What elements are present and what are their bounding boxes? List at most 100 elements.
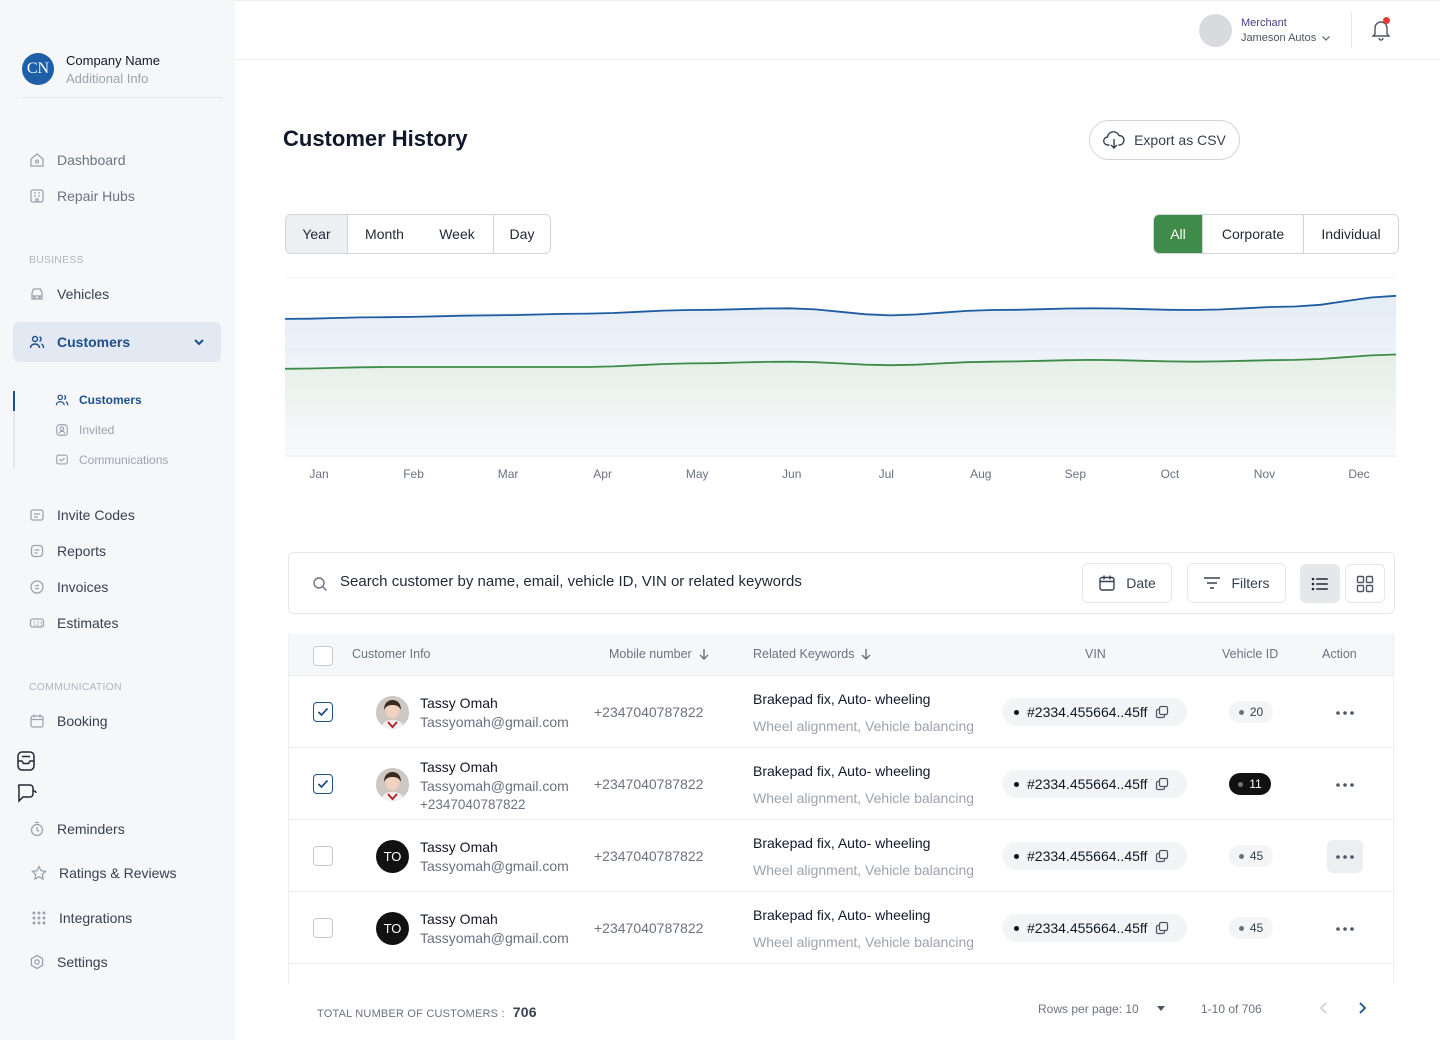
vehicle-id-value: 45 bbox=[1249, 921, 1264, 935]
row-checkbox[interactable] bbox=[313, 918, 333, 938]
vin-chip[interactable]: #2334.455664..45ff bbox=[1002, 914, 1187, 942]
tab-corporate[interactable]: Corporate bbox=[1202, 215, 1303, 253]
sidebar-item-dashboard[interactable]: Dashboard bbox=[29, 152, 126, 168]
sidebar-item-repair-hubs[interactable]: Repair Hubs bbox=[29, 188, 135, 204]
tab-all[interactable]: All bbox=[1154, 215, 1202, 253]
chat-icon[interactable] bbox=[15, 782, 37, 804]
sidebar-item-reports[interactable]: Reports bbox=[29, 543, 106, 559]
customer-name: Tassy Omah bbox=[420, 759, 498, 775]
copy-icon[interactable] bbox=[1155, 849, 1169, 863]
table-row[interactable]: Tassy Omah Tassyomah@gmail.com +2347040787… bbox=[289, 748, 1393, 820]
vin-dot bbox=[1014, 709, 1019, 715]
row-actions-button[interactable] bbox=[1327, 912, 1363, 945]
next-page-button[interactable] bbox=[1356, 1001, 1368, 1015]
sidebar-item-settings[interactable]: Settings bbox=[29, 954, 108, 970]
badge-dot bbox=[1238, 709, 1244, 715]
home-icon bbox=[30, 153, 44, 167]
vin-chip[interactable]: #2334.455664..45ff bbox=[1002, 770, 1187, 798]
total-count: 706 bbox=[512, 1004, 537, 1020]
row-checkbox[interactable] bbox=[313, 702, 333, 722]
tab-month[interactable]: Month bbox=[347, 215, 421, 253]
submenu-item-communications[interactable]: Communications bbox=[55, 453, 168, 467]
keywords-secondary: Wheel alignment, Vehicle balancing bbox=[753, 934, 975, 950]
sidebar-item-label: Repair Hubs bbox=[57, 188, 135, 204]
avatar bbox=[376, 696, 409, 729]
total-label: TOTAL NUMBER OF CUSTOMERS : bbox=[317, 1008, 505, 1020]
ticket-icon bbox=[30, 509, 44, 521]
sidebar-item-booking[interactable]: Booking bbox=[29, 713, 108, 729]
table-row[interactable]: TO Tassy Omah Tassyomah@gmail.com +23470407… bbox=[289, 892, 1393, 964]
tab-individual[interactable]: Individual bbox=[1303, 215, 1398, 253]
x-tick-label: Jul bbox=[879, 467, 894, 481]
col-action: Action bbox=[1322, 647, 1357, 661]
customer-name: Tassy Omah bbox=[420, 695, 498, 711]
row-actions-button[interactable] bbox=[1327, 840, 1363, 873]
vehicle-id-badge: 20 bbox=[1229, 701, 1273, 723]
tab-week[interactable]: Week bbox=[439, 226, 475, 242]
merchant-switcher[interactable]: Jameson Autos bbox=[1241, 32, 1331, 44]
chevron-right-icon bbox=[1359, 1002, 1367, 1014]
select-all-checkbox[interactable] bbox=[313, 646, 333, 666]
list-view-button[interactable] bbox=[1300, 564, 1340, 603]
sidebar-item-vehicles[interactable]: Vehicles bbox=[29, 286, 109, 302]
check-icon bbox=[317, 707, 329, 717]
page-title: Customer History bbox=[283, 126, 468, 151]
submenu-label: Communications bbox=[79, 453, 169, 467]
search-input[interactable]: Search customer by name, email, vehicle … bbox=[340, 573, 802, 590]
grid-view-button[interactable] bbox=[1345, 564, 1385, 603]
col-mobile[interactable]: Mobile number bbox=[609, 647, 710, 661]
car-icon bbox=[31, 288, 43, 300]
top-header bbox=[235, 0, 1440, 60]
sidebar-item-label: Integrations bbox=[59, 910, 133, 926]
search-icon bbox=[312, 576, 328, 592]
tab-day[interactable]: Day bbox=[493, 215, 550, 253]
row-actions-button[interactable] bbox=[1327, 768, 1363, 801]
customer-extra-phone: +2347040787822 bbox=[420, 797, 526, 812]
submenu-item-invited[interactable]: Invited bbox=[55, 423, 114, 437]
notification-dot bbox=[1383, 17, 1390, 24]
sidebar: CN Company Name Additional Info Dashboar… bbox=[0, 0, 235, 1040]
sidebar-item-integrations[interactable]: Integrations bbox=[31, 910, 132, 926]
inbox-icon[interactable] bbox=[15, 750, 37, 772]
company-name[interactable]: Company Name bbox=[66, 53, 160, 68]
sidebar-item-reminders[interactable]: Reminders bbox=[29, 821, 125, 837]
row-actions-button[interactable] bbox=[1327, 696, 1363, 729]
col-vehicle-id: Vehicle ID bbox=[1222, 647, 1279, 661]
sidebar-item-customers[interactable]: Customers bbox=[13, 322, 221, 362]
filters-button[interactable]: Filters bbox=[1187, 563, 1286, 603]
sidebar-item-ratings-reviews[interactable]: Ratings & Reviews bbox=[31, 865, 177, 881]
sidebar-item-estimates[interactable]: 123 Estimates bbox=[29, 615, 118, 631]
tab-year[interactable]: Year bbox=[286, 215, 347, 253]
customer-email: Tassyomah@gmail.com bbox=[420, 778, 569, 794]
chevron-down-icon[interactable] bbox=[193, 336, 205, 348]
vin-chip[interactable]: #2334.455664..45ff bbox=[1002, 698, 1187, 726]
export-csv-button[interactable]: Export as CSV bbox=[1089, 120, 1240, 160]
merchant-avatar[interactable] bbox=[1199, 14, 1232, 47]
prev-page-button[interactable] bbox=[1318, 1001, 1330, 1015]
table-row[interactable]: Tassy Omah Tassyomah@gmail.com +2347040787… bbox=[289, 676, 1393, 748]
row-checkbox[interactable] bbox=[313, 774, 333, 794]
report-icon bbox=[30, 544, 44, 558]
sidebar-item-invite-codes[interactable]: Invite Codes bbox=[29, 507, 135, 523]
company-logo: CN bbox=[22, 53, 54, 85]
row-checkbox[interactable] bbox=[313, 846, 333, 866]
copy-icon[interactable] bbox=[1155, 705, 1169, 719]
copy-icon[interactable] bbox=[1155, 921, 1169, 935]
arrow-down-icon bbox=[699, 649, 709, 660]
sidebar-item-label: Invoices bbox=[57, 579, 109, 595]
vin-chip[interactable]: #2334.455664..45ff bbox=[1002, 842, 1187, 870]
col-keywords[interactable]: Related Keywords bbox=[753, 647, 872, 661]
calendar-icon bbox=[1099, 575, 1115, 591]
keywords-primary: Brakepad fix, Auto- wheeling bbox=[753, 835, 931, 851]
period-tabs: Year Month Week Day bbox=[285, 214, 551, 254]
sidebar-item-invoices[interactable]: Invoices bbox=[29, 579, 108, 595]
copy-icon[interactable] bbox=[1155, 777, 1169, 791]
rows-per-page-dropdown[interactable] bbox=[1156, 1005, 1166, 1012]
check-icon bbox=[317, 779, 329, 789]
table-row[interactable]: TO Tassy Omah Tassyomah@gmail.com +23470407… bbox=[289, 820, 1393, 892]
sidebar-item-label: Estimates bbox=[57, 615, 119, 631]
submenu-item-customers[interactable]: Customers bbox=[55, 393, 142, 407]
x-tick-label: Dec bbox=[1348, 467, 1369, 481]
vehicle-id-value: 20 bbox=[1249, 705, 1264, 719]
date-filter-button[interactable]: Date bbox=[1082, 563, 1172, 603]
